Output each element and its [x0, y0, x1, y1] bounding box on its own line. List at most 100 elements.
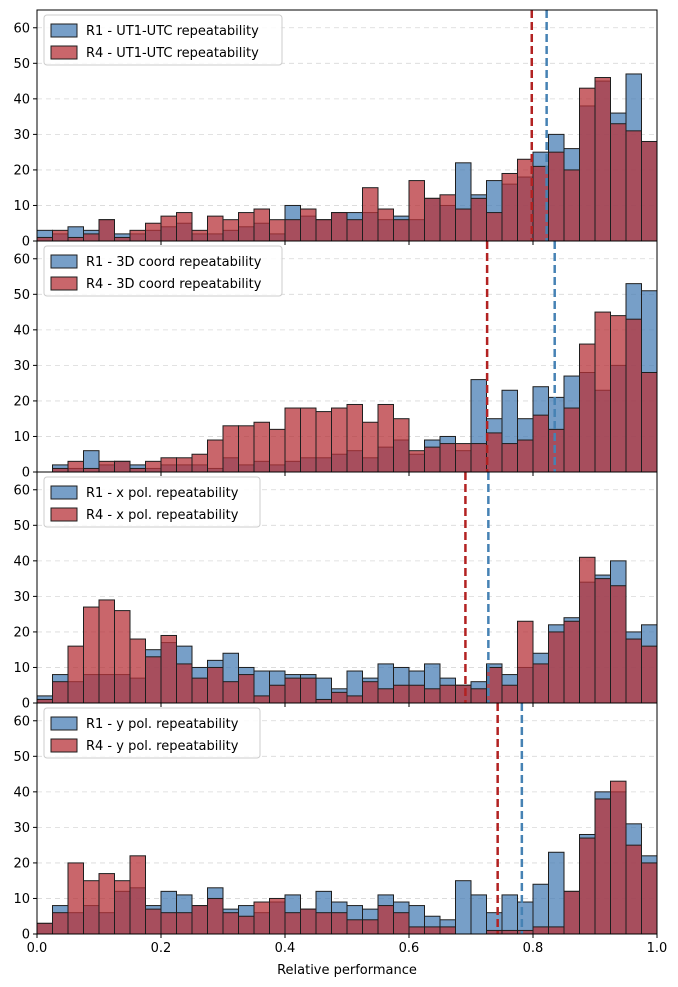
r4-bar — [52, 467, 69, 473]
axes-frame-layer — [36, 9, 658, 935]
r4-bar — [222, 681, 239, 704]
r4-bar — [315, 411, 332, 473]
r4-bar — [52, 229, 69, 242]
y-tick-label: 10 — [13, 892, 30, 907]
r4-bar — [129, 467, 146, 473]
legend-r4-swatch — [50, 45, 78, 60]
legend-r4-label: R4 - UT1-UTC repeatability — [86, 46, 259, 61]
r4-bar — [532, 414, 549, 473]
legend-box — [43, 245, 283, 297]
r4-bar — [563, 890, 580, 935]
r4-bar — [625, 130, 642, 242]
r4-bar — [331, 691, 348, 704]
r4-bar — [579, 556, 596, 704]
y-tick-label: 40 — [13, 785, 30, 800]
legend-r1-swatch — [50, 254, 78, 269]
r4-bar — [486, 432, 503, 473]
r4-bar — [331, 912, 348, 935]
r4-bar — [346, 919, 363, 935]
r4-bar — [129, 229, 146, 242]
r4-bar — [408, 926, 425, 935]
y-tick-label: 60 — [13, 252, 30, 267]
r4-bar — [532, 663, 549, 704]
r4-bar — [625, 844, 642, 935]
legend-r1-swatch — [50, 485, 78, 500]
r4-bar — [67, 862, 84, 935]
r4-bar — [160, 912, 177, 935]
r4-bar — [548, 428, 565, 473]
legend-r1-swatch — [50, 23, 78, 38]
r4-bar — [641, 862, 658, 935]
r4-bar — [98, 599, 115, 704]
r4-bar — [300, 908, 317, 935]
x-tick-label: 0.6 — [399, 941, 420, 956]
r4-bar — [129, 855, 146, 935]
r4-bar — [377, 905, 394, 935]
r4-bar — [377, 208, 394, 242]
r4-bar — [563, 169, 580, 242]
r4-bar — [455, 443, 472, 473]
r4-bar — [176, 663, 193, 704]
axes-frame — [36, 702, 658, 935]
r4-bar — [98, 219, 115, 242]
r4-bar — [455, 684, 472, 704]
r4-bar — [610, 315, 627, 473]
r4-bar — [83, 467, 100, 473]
y-tick-label: 10 — [13, 661, 30, 676]
r4-bar — [114, 610, 131, 704]
r4-bar — [36, 922, 53, 935]
r4-bar — [486, 929, 503, 935]
r4-bar — [269, 897, 286, 935]
r4-bar — [408, 450, 425, 473]
y-tick-label: 20 — [13, 625, 30, 640]
legend-r1-label: R1 - 3D coord repeatability — [86, 255, 262, 270]
r4-bar — [346, 219, 363, 242]
r4-bar — [641, 645, 658, 704]
r4-bar — [207, 215, 224, 242]
r4-bar — [114, 880, 131, 935]
r4-bar — [269, 428, 286, 473]
r4-bar — [362, 187, 379, 242]
r4-bar — [300, 677, 317, 704]
r1-bar — [470, 894, 487, 935]
r4-bar — [610, 780, 627, 935]
r4-bar — [284, 912, 301, 935]
x-tick-label: 0.8 — [523, 941, 544, 956]
legend-box — [43, 14, 283, 66]
r4-bar — [424, 446, 441, 473]
mean-lines-layer — [464, 10, 556, 934]
r4-bar — [207, 897, 224, 935]
y-tick-label: 40 — [13, 92, 30, 107]
r4-bar — [145, 222, 162, 242]
r4-bar — [579, 343, 596, 473]
legend-r1-swatch — [50, 716, 78, 731]
y-tick-label: 40 — [13, 323, 30, 338]
legend-r4-swatch — [50, 276, 78, 291]
r4-bar — [160, 215, 177, 242]
y-tick-label: 0 — [22, 697, 30, 712]
y-tick-label: 30 — [13, 359, 30, 374]
r4-bar — [300, 208, 317, 242]
bars-layer — [36, 73, 658, 935]
r4-bar — [563, 407, 580, 473]
r4-bar — [207, 666, 224, 704]
r4-bar — [532, 926, 549, 935]
r4-bar — [331, 212, 348, 242]
r4-bar — [594, 77, 611, 242]
y-tick-label: 40 — [13, 554, 30, 569]
y-tick-label: 50 — [13, 519, 30, 534]
legend-r1-label: R1 - x pol. repeatability — [86, 486, 239, 501]
y-tick-label: 30 — [13, 590, 30, 605]
x-tick-label: 1.0 — [647, 941, 668, 956]
r4-bar — [52, 681, 69, 704]
legend-r4-label: R4 - x pol. repeatability — [86, 508, 239, 523]
legend-r4-label: R4 - y pol. repeatability — [86, 739, 239, 754]
r4-bar — [393, 684, 410, 704]
r4-bar — [517, 929, 534, 935]
r4-bar — [145, 908, 162, 935]
legends-layer: R1 - UT1-UTC repeatability R4 - UT1-UTC r… — [43, 14, 283, 759]
x-tick-label: 0.0 — [27, 941, 48, 956]
r4-bar — [579, 837, 596, 935]
legend-r4-swatch — [50, 738, 78, 753]
r4-bar — [408, 684, 425, 704]
